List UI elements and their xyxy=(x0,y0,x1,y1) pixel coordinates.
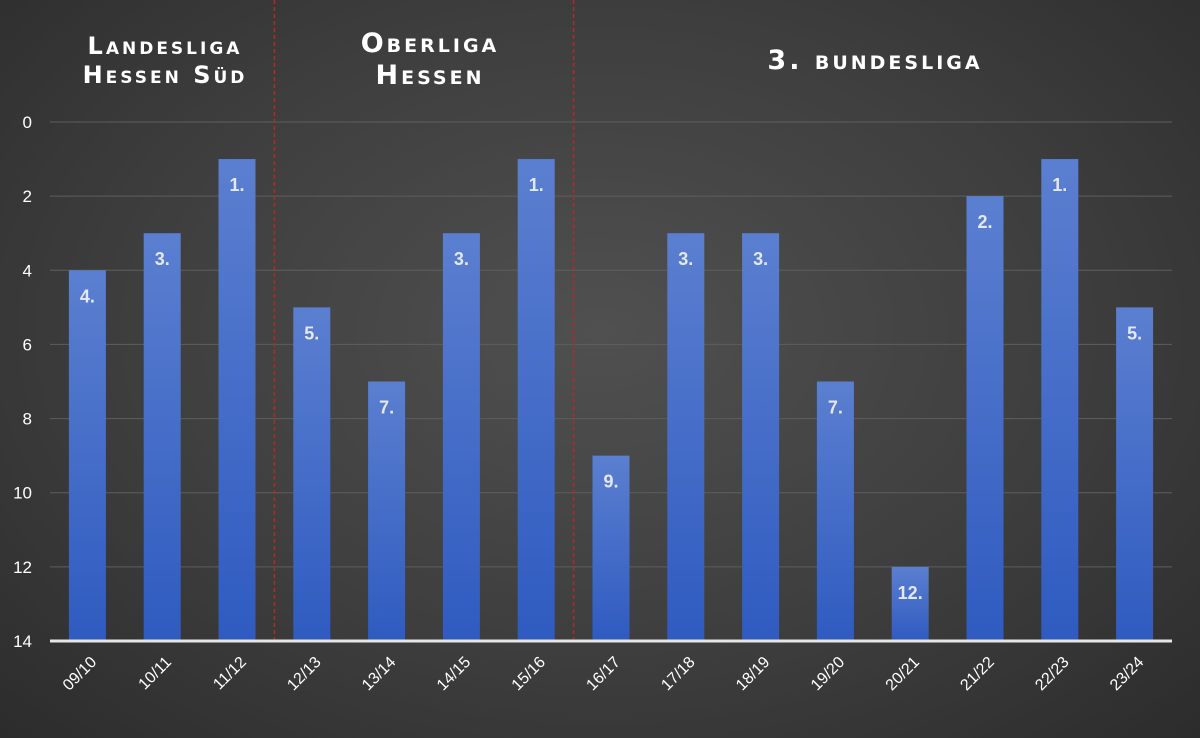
section-title-line: Hessen Süd xyxy=(82,60,248,89)
y-tick-label: 4 xyxy=(23,261,32,280)
bar xyxy=(1116,307,1154,641)
bar xyxy=(592,455,630,641)
y-tick-label: 6 xyxy=(23,335,32,354)
x-tick-label: 12/13 xyxy=(284,654,324,694)
data-label: 1. xyxy=(229,175,244,195)
bar xyxy=(442,233,480,641)
section-title-line: 3. bundesliga xyxy=(767,45,983,76)
bar xyxy=(68,270,106,641)
bar xyxy=(368,381,406,641)
data-label: 9. xyxy=(603,472,618,492)
bar xyxy=(1041,159,1079,642)
x-tick-label: 11/12 xyxy=(210,654,250,694)
data-labels: 4. 3. 1. 5. 7. 3. 1. 9. 3. 3. 7. 12. 2. 1. 5. xyxy=(80,175,1142,603)
x-tick-label: 15/16 xyxy=(509,654,549,694)
bar xyxy=(816,381,854,641)
y-tick-label: 12 xyxy=(13,558,32,577)
y-tick-label: 2 xyxy=(23,187,32,206)
data-label: 3. xyxy=(454,249,469,269)
data-label: 4. xyxy=(80,286,95,306)
x-tick-label: 21/22 xyxy=(957,654,997,694)
x-tick-label: 09/10 xyxy=(60,654,100,694)
bar xyxy=(517,159,555,642)
bar xyxy=(891,566,929,641)
section-dividers xyxy=(273,0,575,641)
section-title-line: Hessen xyxy=(375,60,485,92)
bar xyxy=(742,233,780,641)
x-tick-label: 20/21 xyxy=(883,654,923,694)
x-tick-label: 23/24 xyxy=(1107,654,1147,694)
x-tick-label: 13/14 xyxy=(359,654,399,694)
x-tick-label: 18/19 xyxy=(733,654,773,694)
x-tick-label: 22/23 xyxy=(1032,654,1072,694)
bar xyxy=(143,233,181,641)
y-tick-label: 10 xyxy=(13,484,32,503)
bar xyxy=(667,233,705,641)
data-label: 12. xyxy=(898,583,923,603)
x-tick-label: 19/20 xyxy=(808,654,848,694)
data-label: 3. xyxy=(678,249,693,269)
section-title-oberliga: Oberliga Hessen xyxy=(310,28,550,93)
bar xyxy=(966,196,1004,641)
x-tick-label: 17/18 xyxy=(658,654,698,694)
data-label: 3. xyxy=(155,249,170,269)
section-title-line: Oberliga xyxy=(360,28,500,59)
y-tick-label: 14 xyxy=(13,632,32,651)
x-tick-label: 16/17 xyxy=(583,654,623,694)
data-label: 1. xyxy=(529,175,544,195)
data-label: 5. xyxy=(1127,323,1142,343)
x-tick-label: 10/11 xyxy=(136,654,176,694)
bar xyxy=(293,307,331,641)
data-label: 5. xyxy=(304,323,319,343)
x-tick-label: 14/15 xyxy=(434,654,474,694)
data-label: 7. xyxy=(379,398,394,418)
section-title-landesliga: Landesliga Hessen Süd xyxy=(50,32,280,90)
y-tick-label: 8 xyxy=(23,410,32,429)
data-label: 7. xyxy=(828,398,843,418)
bars xyxy=(68,159,1154,642)
data-label: 3. xyxy=(753,249,768,269)
data-label: 1. xyxy=(1052,175,1067,195)
bar xyxy=(218,159,256,642)
y-tick-label: 0 xyxy=(23,113,32,132)
section-title-line: Landesliga xyxy=(87,32,243,60)
data-label: 2. xyxy=(977,212,992,232)
section-title-3-bundesliga: 3. bundesliga xyxy=(660,45,1090,77)
